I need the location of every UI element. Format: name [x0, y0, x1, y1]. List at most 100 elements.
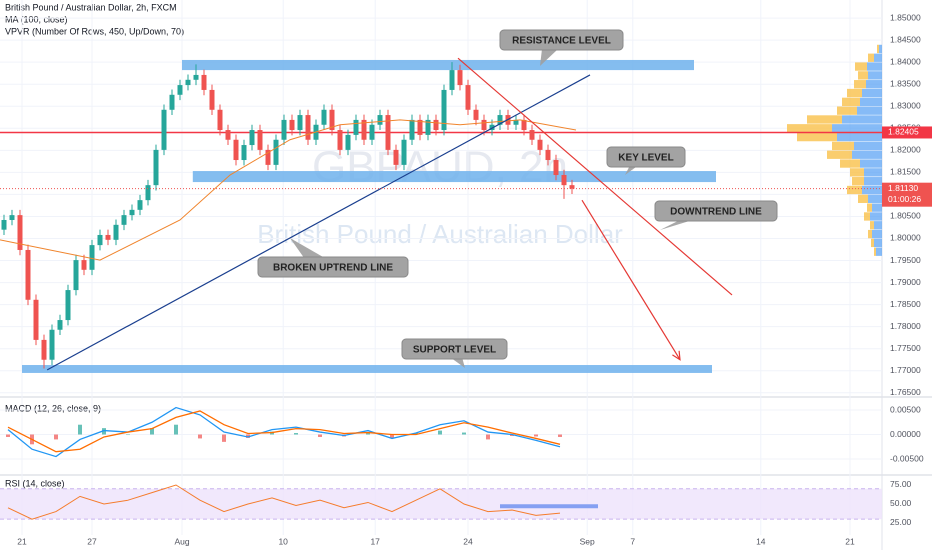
candle-body: [289, 119, 295, 131]
y-tick-label: 50.00: [890, 498, 912, 508]
candle-body: [345, 134, 351, 150]
candle-body: [97, 234, 103, 246]
candle-body: [193, 74, 199, 80]
volume-profile-down: [837, 132, 882, 142]
candle-body: [369, 124, 375, 140]
candle-body: [561, 175, 567, 186]
candle-body: [129, 209, 135, 216]
candle-body: [49, 329, 55, 360]
candle-body: [121, 215, 127, 225]
candle-body: [145, 185, 151, 201]
arrow-head: [672, 350, 681, 361]
volume-profile-down: [874, 53, 882, 62]
volume-profile-up: [870, 221, 874, 230]
volume-profile-down: [866, 80, 882, 89]
volume-profile-up: [850, 168, 864, 177]
candle-body: [409, 119, 415, 140]
volume-profile-down: [874, 238, 882, 248]
pane-title: RSI (14, close): [5, 478, 65, 488]
callout-label: KEY LEVEL: [618, 153, 673, 164]
volume-profile-down: [874, 221, 882, 230]
candle-body: [249, 130, 255, 146]
candle-body: [401, 139, 407, 165]
x-tick-label: 17: [370, 536, 380, 546]
volume-profile-up: [837, 106, 857, 115]
volume-profile-up: [877, 44, 879, 54]
macd-histogram: [414, 433, 418, 435]
candle-body: [513, 119, 519, 125]
indicator-label: VPVR (Number Of Rows, 450, Up/Down, 70): [5, 26, 184, 36]
macd-histogram: [318, 434, 322, 437]
candle-body: [169, 94, 175, 110]
trend-line: [46, 74, 591, 371]
y-tick-label: 1.79000: [890, 277, 921, 287]
y-tick-label: 1.77500: [890, 343, 921, 353]
callout-box: [257, 256, 409, 278]
candle-body: [481, 119, 487, 131]
moving-average: [0, 119, 577, 261]
candle-body: [73, 260, 79, 291]
candle-body: [321, 109, 327, 125]
volume-profile-down: [854, 141, 882, 151]
y-tick-label: 1.83000: [890, 100, 921, 110]
macd-histogram: [78, 424, 82, 435]
volume-profile-down: [832, 124, 882, 133]
y-tick-label: 1.76500: [890, 387, 921, 397]
volume-profile-down: [868, 194, 882, 203]
pane-title: MACD (12, 26, close, 9): [5, 403, 101, 413]
volume-profile-down: [872, 229, 882, 239]
x-tick-label: 21: [845, 536, 855, 546]
candle-body: [33, 299, 39, 340]
macd-histogram: [174, 424, 178, 435]
candle-body: [537, 139, 543, 150]
candle-body: [105, 234, 111, 240]
callout-label: BROKEN UPTREND LINE: [273, 263, 393, 274]
x-tick-label: Aug: [174, 536, 189, 546]
watermark: British Pound / Australian Dollar: [257, 219, 623, 249]
volume-profile-down: [867, 62, 882, 71]
candle-body: [361, 119, 367, 140]
candle-body: [233, 139, 239, 161]
y-tick-label: 1.85000: [890, 12, 921, 22]
candle-body: [473, 109, 479, 120]
volume-profile-down: [852, 150, 882, 159]
volume-profile-down: [864, 177, 882, 186]
macd-histogram: [126, 434, 130, 436]
volume-profile-down: [868, 71, 882, 80]
volume-profile-up: [858, 71, 868, 80]
volume-profile-up: [867, 203, 872, 212]
candle-body: [465, 85, 471, 110]
countdown-label: 01:00:26: [888, 194, 921, 204]
level-zone: [192, 171, 717, 183]
volume-profile-up: [855, 62, 867, 71]
y-tick-label: 0.00000: [890, 429, 921, 439]
volume-profile-up: [842, 97, 860, 106]
candle-body: [201, 74, 207, 90]
candle-body: [113, 224, 119, 240]
candle-body: [329, 109, 335, 131]
macd-line: [7, 406, 561, 458]
candle-body: [217, 109, 223, 131]
volume-profile-down: [872, 203, 882, 212]
volume-profile-up: [827, 150, 852, 159]
y-tick-label: -0.00500: [890, 453, 924, 463]
candle-body: [89, 245, 95, 270]
macd-histogram: [390, 434, 394, 439]
volume-profile-down: [879, 44, 882, 54]
candle-body: [265, 149, 271, 165]
y-tick-label: 1.80500: [890, 211, 921, 221]
candle-body: [81, 260, 87, 270]
y-tick-label: 1.82000: [890, 145, 921, 155]
volume-profile-up: [847, 88, 862, 98]
trend-line: [581, 199, 681, 361]
volume-profile-up: [868, 229, 872, 239]
macd-histogram: [366, 432, 370, 435]
candle-body: [177, 85, 183, 95]
y-tick-label: 75.00: [890, 479, 912, 489]
volume-profile-up: [852, 177, 864, 186]
candle-body: [377, 115, 383, 125]
callout-label: RESISTANCE LEVEL: [512, 36, 611, 47]
signal-line: [7, 410, 561, 453]
macd-histogram: [294, 433, 298, 435]
candle-body: [441, 89, 447, 131]
